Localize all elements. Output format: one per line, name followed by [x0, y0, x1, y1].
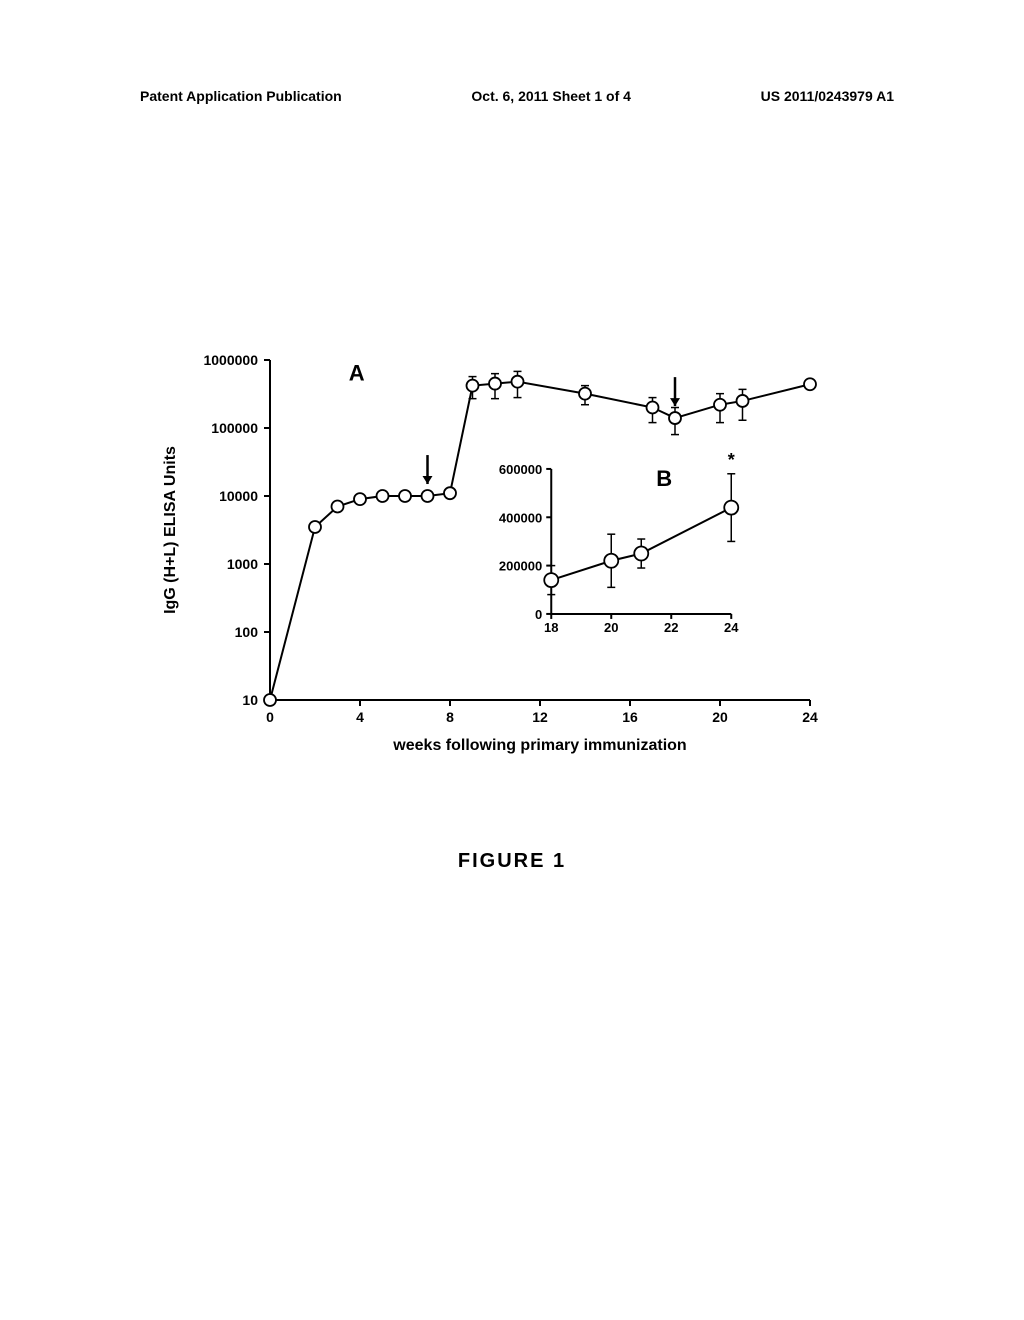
svg-text:1000000: 1000000 — [203, 352, 258, 368]
figure-chart: 10 100 1000 10000 100000 1000000 0 4 8 12 16 20 24 Ig… — [150, 340, 870, 790]
header-patent-number: US 2011/0243979 A1 — [761, 88, 894, 104]
svg-text:18: 18 — [544, 620, 558, 635]
svg-text:20: 20 — [604, 620, 618, 635]
svg-text:0: 0 — [535, 607, 542, 622]
svg-text:200000: 200000 — [499, 559, 542, 574]
svg-text:B: B — [656, 466, 672, 491]
svg-text:0: 0 — [266, 709, 274, 725]
header-publication-type: Patent Application Publication — [140, 88, 342, 104]
svg-text:16: 16 — [622, 709, 638, 725]
svg-text:12: 12 — [532, 709, 548, 725]
svg-text:100000: 100000 — [211, 420, 258, 436]
header-date-sheet: Oct. 6, 2011 Sheet 1 of 4 — [471, 88, 631, 104]
svg-text:weeks following primary immuni: weeks following primary immunization — [392, 737, 686, 754]
svg-text:4: 4 — [356, 709, 364, 725]
page-header: Patent Application Publication Oct. 6, 2… — [0, 88, 1024, 104]
svg-text:8: 8 — [446, 709, 454, 725]
svg-text:20: 20 — [712, 709, 728, 725]
svg-text:*: * — [728, 450, 735, 470]
svg-text:24: 24 — [802, 709, 818, 725]
svg-text:100: 100 — [235, 624, 259, 640]
svg-text:IgG (H+L) ELISA Units: IgG (H+L) ELISA Units — [162, 446, 179, 614]
figure-1: 10 100 1000 10000 100000 1000000 0 4 8 12 16 20 24 Ig… — [150, 340, 870, 790]
svg-text:400000: 400000 — [499, 510, 542, 525]
figure-caption: FIGURE 1 — [0, 850, 1024, 873]
svg-text:10: 10 — [242, 692, 258, 708]
svg-text:1000: 1000 — [227, 556, 258, 572]
svg-text:600000: 600000 — [499, 462, 542, 477]
svg-text:24: 24 — [724, 620, 739, 635]
svg-text:10000: 10000 — [219, 488, 258, 504]
svg-text:A: A — [349, 360, 365, 385]
svg-text:22: 22 — [664, 620, 678, 635]
